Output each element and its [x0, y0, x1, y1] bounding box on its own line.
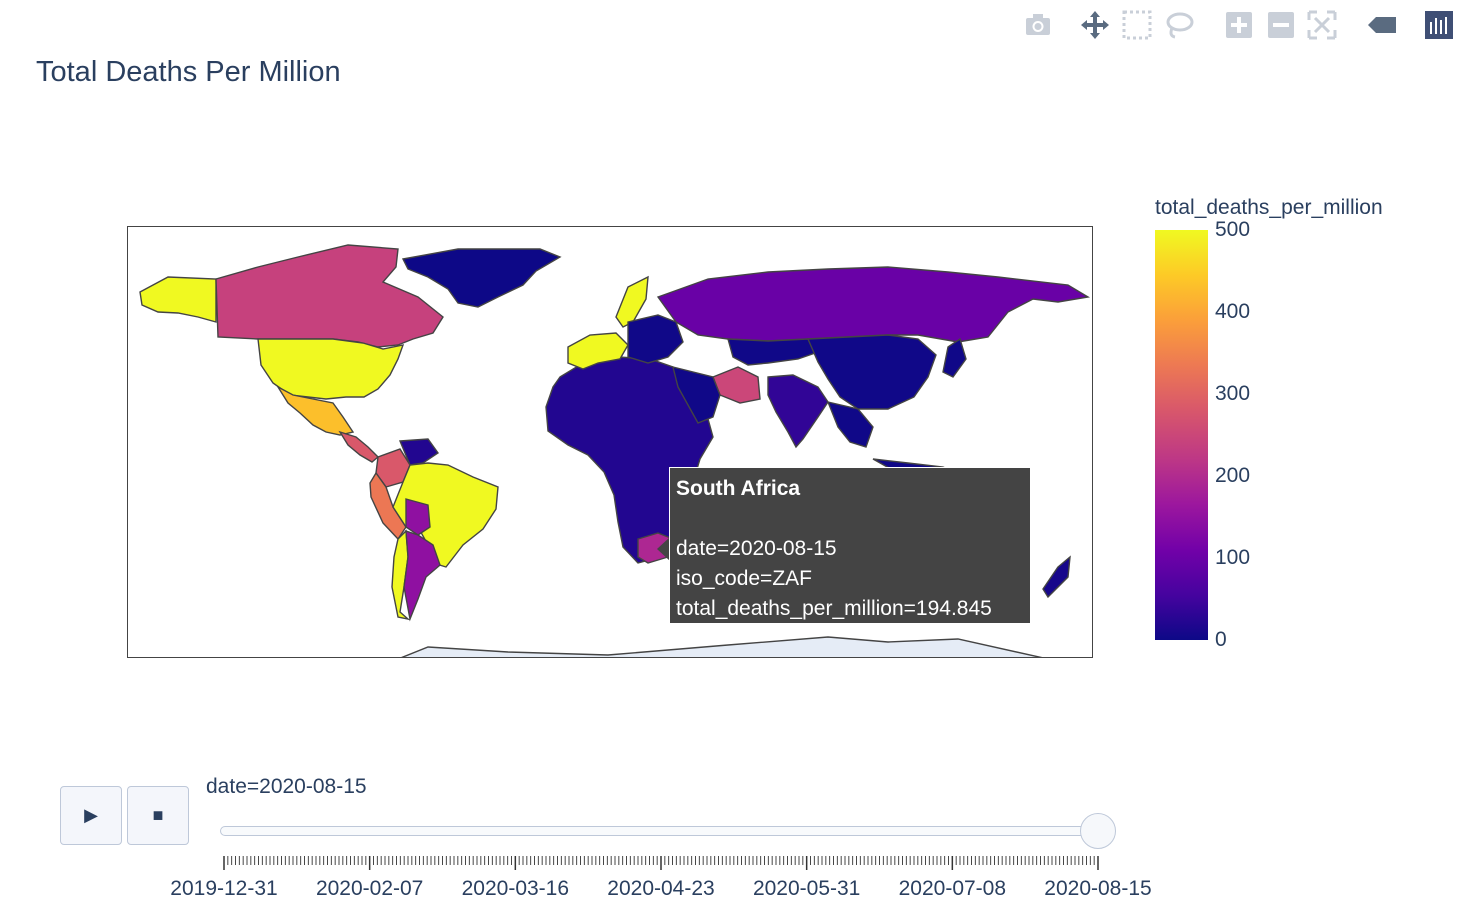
slider-tick-label[interactable]: 2020-08-15 [1044, 877, 1152, 900]
slider-track[interactable] [220, 826, 1100, 836]
colorbar-title: total_deaths_per_million [1155, 196, 1383, 219]
play-button[interactable]: ▶ [60, 786, 122, 845]
plotly-logo-icon[interactable] [1421, 8, 1457, 42]
region-greenland[interactable] [401, 248, 562, 308]
colorbar-tick-200: 200 [1215, 464, 1251, 487]
tooltip-spacer [676, 504, 1030, 534]
tooltip-value: total_deaths_per_million=194.845 [676, 597, 992, 620]
region-japan[interactable] [942, 337, 967, 378]
hover-tooltip: South Africa date=2020-08-15 iso_code=ZA… [669, 467, 1031, 624]
region-new-zealand[interactable] [1042, 555, 1071, 599]
tooltip-date: date=2020-08-15 [676, 537, 837, 560]
colorbar-tick-300: 300 [1215, 382, 1251, 405]
region-central-asia[interactable] [727, 338, 820, 366]
region-bolivia[interactable] [405, 498, 431, 536]
box-select-icon[interactable] [1119, 8, 1155, 42]
region-central-america[interactable] [338, 430, 380, 463]
region-iran[interactable] [712, 366, 761, 404]
region-southeast-asia[interactable] [826, 401, 874, 448]
slider-handle[interactable] [1080, 813, 1116, 849]
colorbar [1155, 230, 1208, 640]
slider-current-value: date=2020-08-15 [206, 775, 367, 798]
region-western-europe[interactable] [567, 332, 629, 370]
colorbar-tick-400: 400 [1215, 300, 1251, 323]
region-india[interactable] [767, 374, 829, 449]
reset-view-icon[interactable] [1304, 8, 1340, 42]
slider-tick-label[interactable]: 2020-04-23 [607, 877, 715, 900]
camera-icon[interactable] [1020, 8, 1056, 42]
modebar [1018, 8, 1458, 44]
colorbar-tick-100: 100 [1215, 546, 1251, 569]
slider-ticks [223, 856, 1099, 870]
stop-button[interactable]: ■ [127, 786, 189, 845]
tooltip-iso-code: iso_code=ZAF [676, 567, 812, 590]
region-middle-east[interactable] [672, 366, 721, 424]
region-argentina[interactable] [403, 530, 441, 622]
tooltip-arrow [657, 537, 670, 561]
region-russia[interactable] [656, 266, 1090, 343]
spike-lines-icon[interactable] [1364, 8, 1400, 42]
region-alaska[interactable] [139, 276, 217, 323]
zoom-in-icon[interactable] [1221, 8, 1257, 42]
region-venezuela[interactable] [398, 438, 439, 466]
world-map[interactable] [128, 227, 1093, 658]
slider-tick-label[interactable]: 2020-05-31 [752, 877, 861, 900]
region-sweden[interactable] [615, 275, 649, 328]
zoom-out-icon[interactable] [1263, 8, 1299, 42]
slider-tick-label[interactable]: 2020-07-08 [898, 877, 1007, 900]
lasso-select-icon[interactable] [1161, 8, 1197, 42]
slider-tick-label[interactable]: 2019-12-31 [170, 877, 278, 900]
colorbar-tick-500: 500 [1215, 218, 1251, 241]
slider-tick-label[interactable]: 2020-02-07 [315, 877, 424, 900]
chart-title: Total Deaths Per Million [36, 56, 341, 88]
tooltip-country: South Africa [676, 477, 801, 500]
colorbar-tick-0: 0 [1215, 628, 1227, 651]
region-antarctica [401, 636, 1043, 657]
region-europe-east[interactable] [627, 314, 684, 364]
slider-tick-label[interactable]: 2020-03-16 [461, 877, 570, 900]
region-china[interactable] [806, 334, 937, 410]
pan-icon[interactable] [1077, 8, 1113, 42]
